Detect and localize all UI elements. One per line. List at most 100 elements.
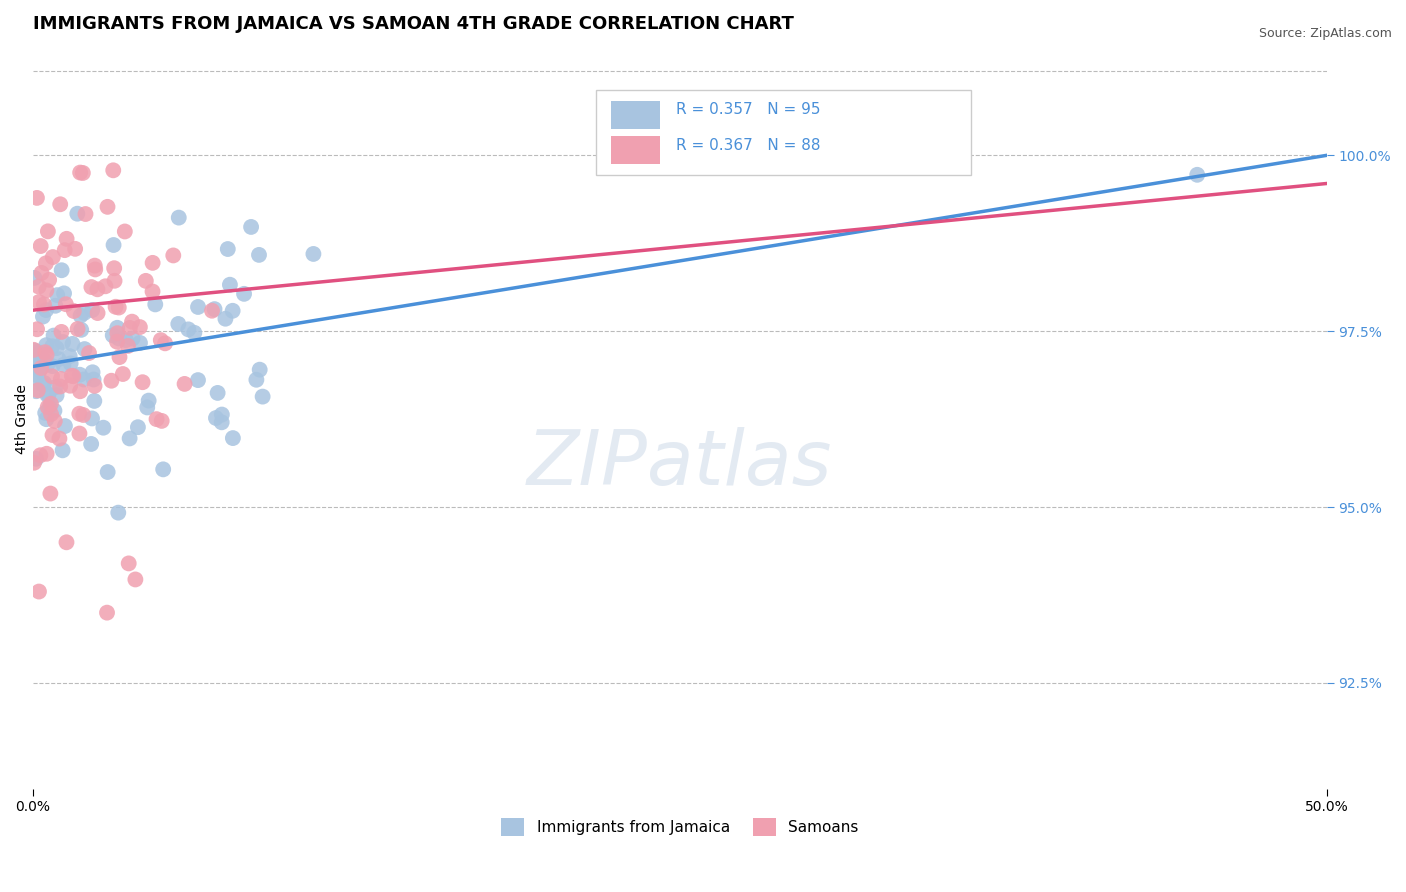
Point xyxy=(93,420,115,434)
Point xyxy=(302,247,325,261)
Point xyxy=(52,358,75,372)
Point xyxy=(138,393,160,408)
Point xyxy=(201,303,224,318)
Point xyxy=(149,333,172,347)
Point xyxy=(63,304,86,318)
Point xyxy=(211,415,233,429)
Point xyxy=(103,163,125,178)
Point xyxy=(55,535,77,549)
Point xyxy=(66,207,89,221)
Point xyxy=(49,197,72,211)
Point xyxy=(105,326,128,341)
Text: R = 0.357   N = 95: R = 0.357 N = 95 xyxy=(676,103,821,117)
Point xyxy=(177,322,200,336)
Point xyxy=(1187,168,1209,182)
Point xyxy=(86,306,108,320)
Text: Source: ZipAtlas.com: Source: ZipAtlas.com xyxy=(1258,27,1392,40)
Point xyxy=(53,243,76,257)
Point xyxy=(55,232,77,246)
Point xyxy=(214,311,236,326)
Point xyxy=(59,378,82,392)
Point xyxy=(67,407,90,421)
Point xyxy=(131,375,153,389)
Point xyxy=(83,379,105,393)
Point xyxy=(222,431,245,445)
Point xyxy=(72,166,94,180)
Point xyxy=(42,328,65,343)
Point xyxy=(70,323,93,337)
Point xyxy=(45,341,67,355)
Point xyxy=(83,259,105,273)
Point xyxy=(39,397,62,411)
Point xyxy=(24,271,46,285)
Point xyxy=(118,321,141,335)
Point xyxy=(42,250,65,264)
Point xyxy=(35,338,58,352)
Point xyxy=(84,262,107,277)
Point xyxy=(117,339,139,353)
Point xyxy=(48,432,70,446)
Point xyxy=(35,303,58,318)
Point xyxy=(97,465,120,479)
Point xyxy=(31,355,53,369)
Point xyxy=(96,200,118,214)
Point xyxy=(22,343,45,357)
Point xyxy=(104,300,127,314)
Point xyxy=(162,248,184,262)
Point xyxy=(27,384,49,398)
Point xyxy=(52,443,75,458)
Point xyxy=(107,331,129,345)
Point xyxy=(63,242,86,256)
Point xyxy=(49,379,72,393)
Point xyxy=(25,451,48,466)
Point xyxy=(25,191,48,205)
Point xyxy=(38,387,60,401)
Point xyxy=(152,462,174,476)
Point xyxy=(35,284,58,298)
Point xyxy=(41,339,63,353)
Point xyxy=(73,306,96,320)
Point xyxy=(46,288,69,302)
Point xyxy=(38,273,60,287)
Point xyxy=(48,352,70,367)
Point xyxy=(129,335,152,350)
FancyBboxPatch shape xyxy=(612,136,661,164)
Point xyxy=(100,374,122,388)
Point xyxy=(44,299,66,313)
Point xyxy=(103,261,125,276)
Point xyxy=(233,286,256,301)
Point xyxy=(60,368,83,383)
Point xyxy=(30,448,52,462)
Point xyxy=(107,506,129,520)
Point xyxy=(55,297,77,311)
Point xyxy=(107,301,129,315)
Point xyxy=(141,285,163,299)
Point xyxy=(24,370,46,384)
Point xyxy=(114,224,136,238)
Point xyxy=(83,372,105,386)
Point xyxy=(41,359,63,373)
Point xyxy=(103,238,125,252)
Point xyxy=(128,320,150,334)
Point xyxy=(111,367,134,381)
Point xyxy=(69,165,91,179)
Point xyxy=(35,412,58,426)
Point xyxy=(204,302,226,317)
Point xyxy=(96,606,118,620)
Point xyxy=(37,357,59,371)
Point xyxy=(41,369,63,384)
Point xyxy=(221,303,243,318)
Text: IMMIGRANTS FROM JAMAICA VS SAMOAN 4TH GRADE CORRELATION CHART: IMMIGRANTS FROM JAMAICA VS SAMOAN 4TH GR… xyxy=(34,15,794,33)
Point xyxy=(217,242,239,256)
Point xyxy=(83,393,105,408)
Point xyxy=(187,373,209,387)
Point xyxy=(121,332,143,346)
Point xyxy=(28,352,51,367)
Point xyxy=(41,428,63,442)
Point xyxy=(80,437,103,451)
Point xyxy=(62,337,84,351)
FancyBboxPatch shape xyxy=(612,101,661,128)
Point xyxy=(121,315,143,329)
Point xyxy=(252,390,274,404)
Point xyxy=(80,411,103,425)
